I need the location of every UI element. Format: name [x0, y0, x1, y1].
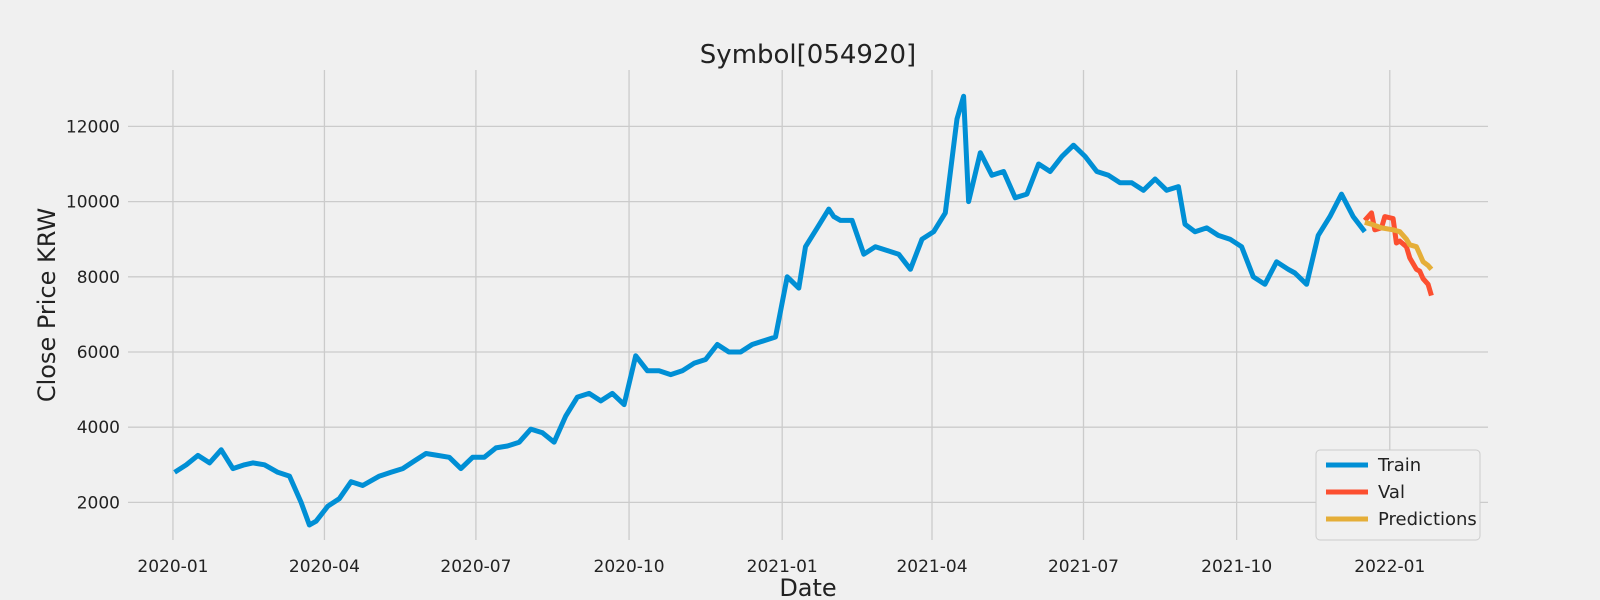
x-axis-label: Date	[779, 574, 836, 600]
chart-title: Symbol[054920]	[700, 40, 916, 70]
y-tick-label: 10000	[66, 193, 120, 213]
legend-label-train: Train	[1377, 455, 1421, 476]
x-tick-label: 2020-07	[440, 557, 511, 577]
y-tick-label: 8000	[77, 268, 120, 288]
series-line-train	[173, 93, 1367, 528]
x-tick-label: 2020-01	[137, 557, 208, 577]
grid	[128, 70, 1488, 540]
x-tick-label: 2020-04	[289, 557, 360, 577]
x-tick-label: 2020-10	[594, 557, 665, 577]
legend: Train Val Predictions	[1315, 449, 1481, 541]
y-tick-label: 2000	[77, 493, 120, 513]
tick-labels: 2020-01 2020-04 2020-07 2020-10 2021-01 2021-…	[66, 117, 1425, 577]
legend-label-val: Val	[1378, 482, 1405, 503]
x-tick-label: 2022-01	[1354, 557, 1425, 577]
y-axis-label: Close Price KRW	[33, 208, 61, 402]
series-line-predictions	[1364, 219, 1434, 271]
series-line-val	[1362, 210, 1434, 297]
y-tick-label: 12000	[66, 117, 120, 137]
x-tick-label: 2021-01	[747, 557, 818, 577]
x-tick-label: 2021-07	[1048, 557, 1119, 577]
x-tick-label: 2021-04	[896, 557, 967, 577]
y-tick-label: 4000	[77, 418, 120, 438]
legend-label-predictions: Predictions	[1378, 509, 1477, 530]
y-tick-label: 6000	[77, 343, 120, 363]
x-tick-label: 2021-10	[1201, 557, 1272, 577]
plot-lines	[173, 93, 1434, 528]
